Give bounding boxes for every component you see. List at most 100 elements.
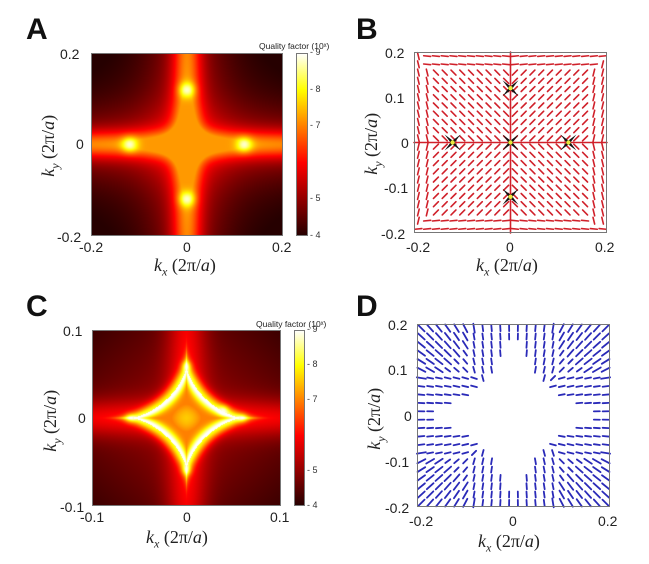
polarization-segment [501,54,511,58]
polarization-segment [453,358,460,365]
polarization-segment [422,63,432,66]
polarization-segment [592,117,596,127]
polarization-segment [573,77,580,85]
colorbar-title-a: Quality factor (10ˣ) [259,41,330,51]
polarization-segment [494,110,501,117]
polarization-segment [458,200,466,208]
polarization-segment [573,85,580,93]
polarization-segment [559,349,565,357]
polarization-segment [534,357,537,366]
vector-field-d [416,322,611,509]
polarization-segment [485,126,492,134]
polarization-segment [592,443,601,446]
polarization-segment [452,473,461,483]
polarization-segment [542,324,546,333]
polarization-segment [431,63,441,66]
polarization-segment [558,458,565,465]
polarization-segment [592,451,601,455]
polarization-segment [416,60,421,69]
polarization-segment [600,451,611,455]
polarization-segment [567,366,574,373]
polarization-segment [484,54,493,58]
polarization-segment [467,159,475,167]
polarization-segment [493,227,502,231]
polarization-segment [450,85,457,93]
polarization-segment [481,340,485,349]
polarization-segment [467,151,475,159]
polarization-segment [537,69,545,76]
polarization-segment [600,191,605,201]
polarization-segment [528,227,537,231]
colorbar-tick-label: - 4 [310,230,321,240]
polarization-segment [441,151,448,159]
polarization-segment [537,126,545,134]
polarization-segment [551,497,555,509]
polarization-segment [458,77,466,85]
polarization-segment [600,466,611,473]
polarization-segment [534,482,537,491]
polarization-segment [432,93,440,101]
polarization-segment [476,102,484,109]
ytick-d-4: -0.2 [385,500,410,516]
polarization-segment [600,183,605,192]
polarization-segment [529,143,536,150]
polarization-segment [583,482,593,491]
polarization-segment [476,209,484,216]
polarization-segment [434,474,444,482]
polarization-segment [555,192,563,200]
polarization-segment [551,457,555,466]
polarization-segment [476,110,484,117]
polarization-segment [557,393,566,397]
polarization-segment [485,192,492,200]
polarization-segment [422,219,432,222]
ytick-a-mid: 0 [76,136,84,152]
polarization-segment [443,481,452,491]
polarization-segment [425,167,429,176]
polarization-segment [575,340,584,350]
polarization-segment [592,349,602,357]
colorbar-tick-label: - 4 [307,500,318,510]
polarization-segment [534,332,537,341]
polarization-segment [416,175,421,184]
polarization-segment [573,159,580,167]
polarization-segment [441,159,448,167]
polarization-segment [441,200,448,208]
polarization-segment [494,126,501,134]
polarization-segment [511,110,519,117]
polarization-segment [537,184,545,192]
polarization-segment [472,482,476,491]
polarization-segment [566,481,575,491]
polarization-segment [422,54,432,58]
polarization-segment [441,135,448,142]
polarization-segment [425,158,429,168]
polarization-segment [511,200,519,208]
polarization-segment [462,489,469,500]
polarization-segment [600,175,605,184]
marker-center-dot [450,140,455,145]
polarization-segment [542,465,546,474]
polarization-segment [575,473,584,482]
polarization-segment [462,497,469,508]
polarization-segment [476,200,484,208]
polarization-segment [485,159,492,167]
polarization-segment [558,340,566,350]
polarization-segment [546,102,554,109]
polarization-segment [574,465,584,474]
polarization-segment [519,227,528,231]
polarization-segment [467,184,475,192]
polarization-segment [466,219,476,222]
xtick-d-right: 0.2 [598,513,618,529]
polarization-segment [554,63,564,66]
polarization-segment [441,168,448,175]
polarization-segment [528,219,537,222]
xtick-b-mid: 0 [506,239,514,255]
polarization-segment [416,482,426,490]
polarization-segment [573,110,580,117]
polarization-segment [458,209,466,216]
polarization-segment [441,184,448,192]
polarization-segment [414,227,423,231]
colorbar-title-c: Quality factor (10ˣ) [256,319,327,329]
polarization-segment [546,176,554,183]
polarization-segment [558,323,565,334]
polarization-segment [545,227,555,231]
